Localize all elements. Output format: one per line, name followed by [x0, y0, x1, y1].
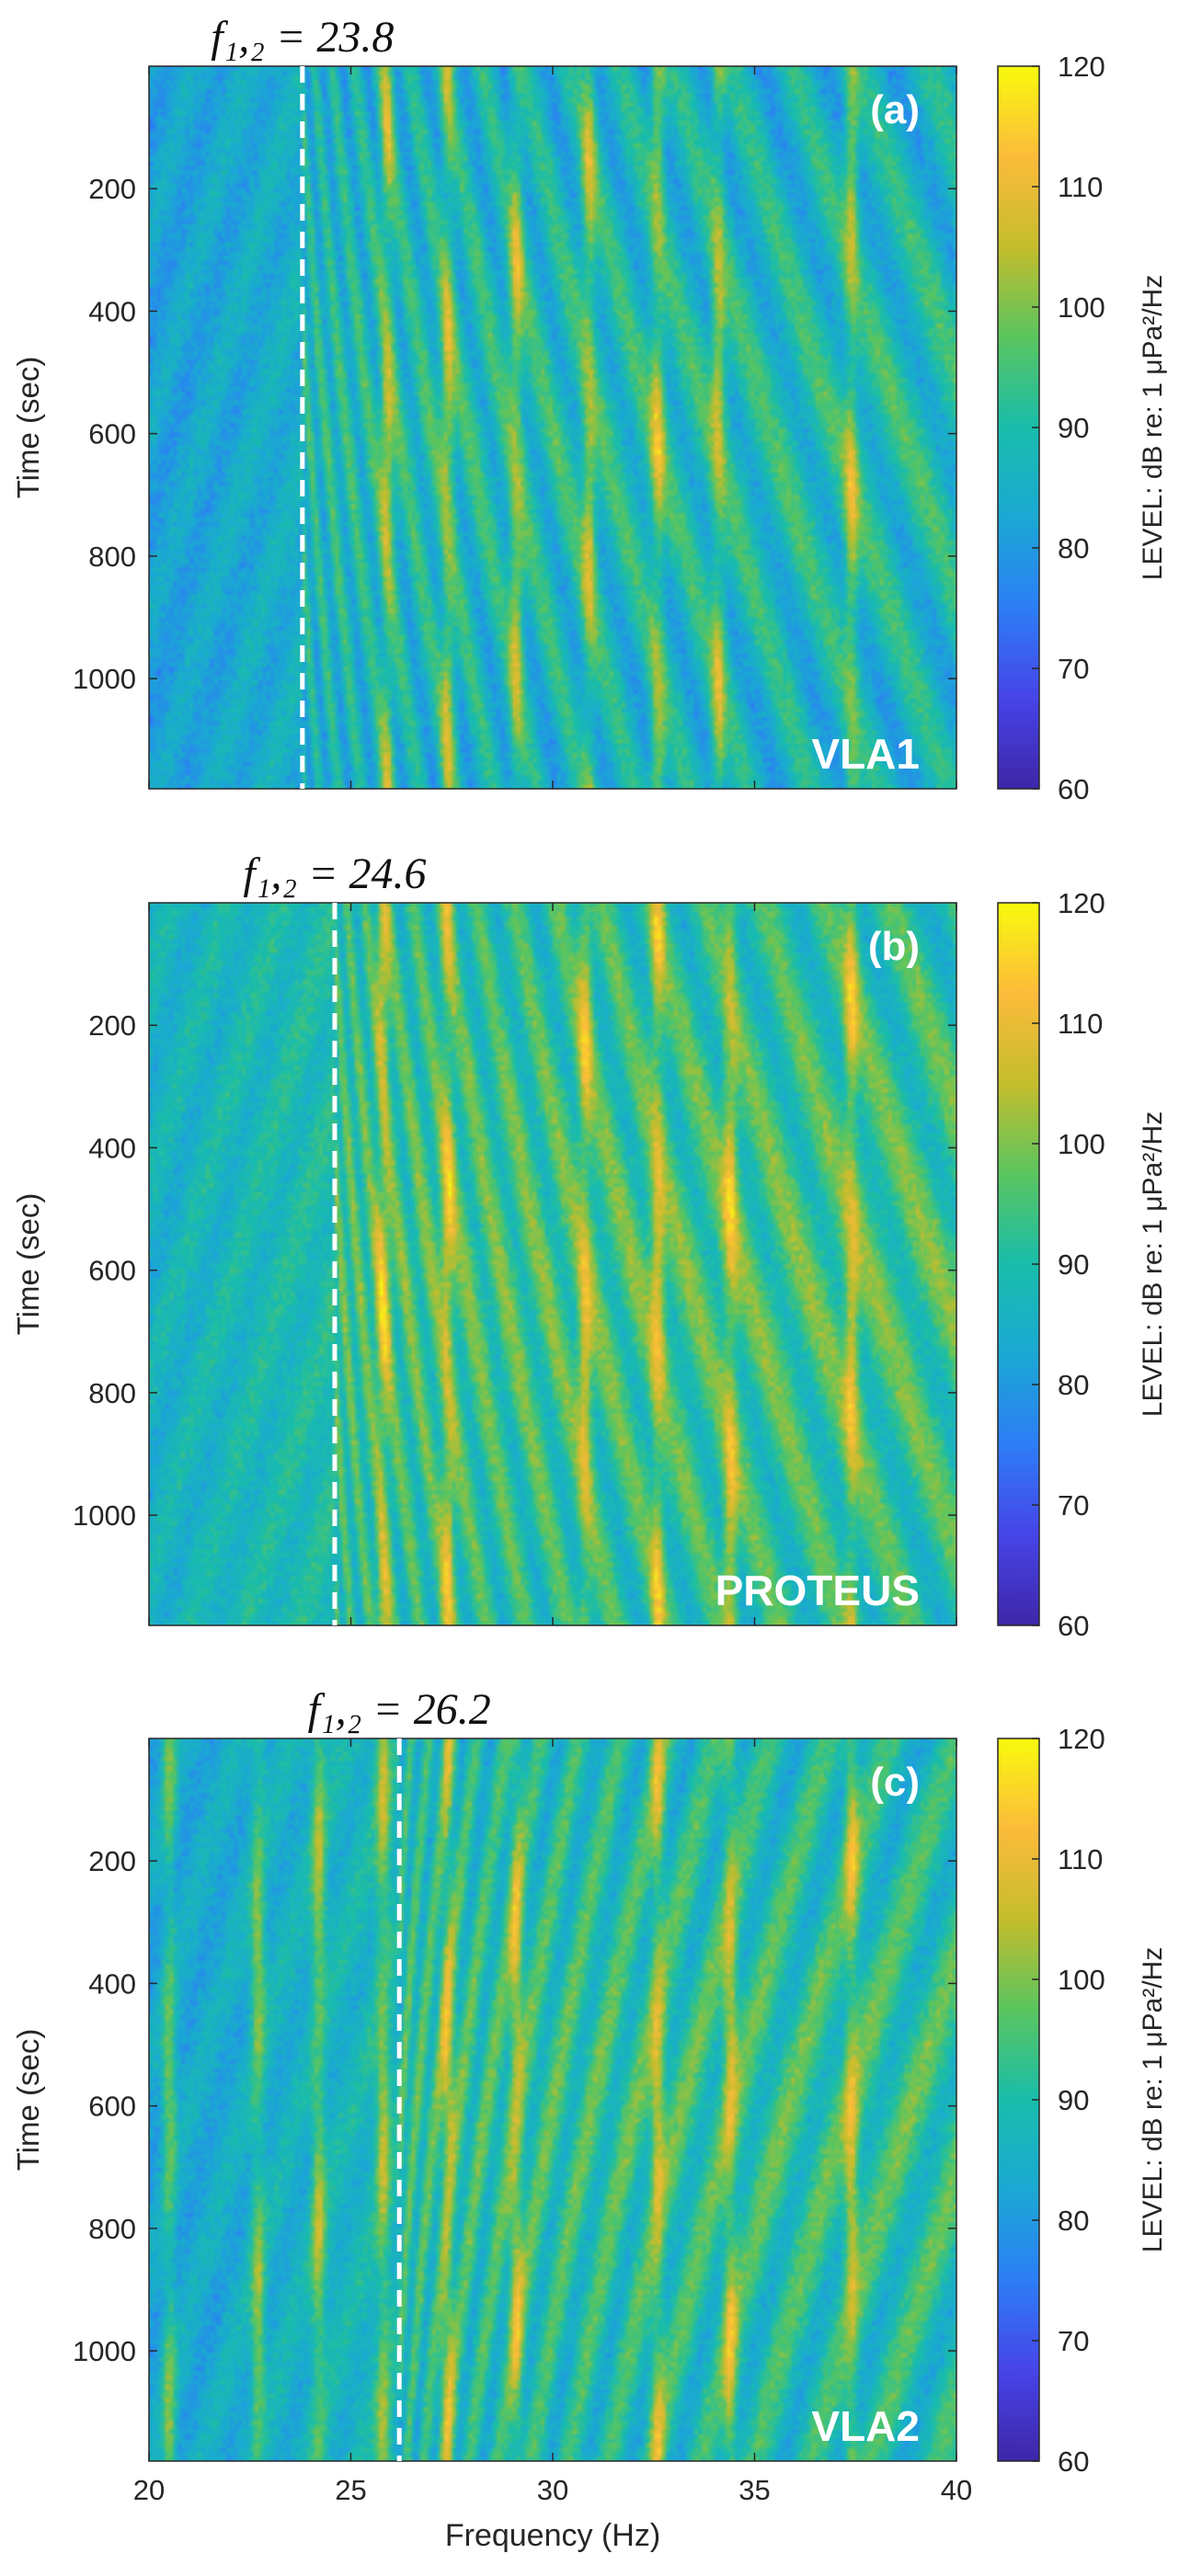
- x-tick-label: 30: [537, 2474, 568, 2506]
- x-tick-label: 25: [335, 2474, 366, 2506]
- y-tick-label: 800: [88, 2213, 136, 2245]
- y-tick-label: 400: [88, 1132, 136, 1164]
- y-tick-label: 200: [88, 1845, 136, 1877]
- colorbar-tick-label: 110: [1058, 1008, 1103, 1040]
- colorbar-label: LEVEL: dB re: 1 μPa²/Hz: [1138, 1111, 1168, 1417]
- colorbar-tick-label: 60: [1058, 773, 1089, 805]
- panel-label: (b): [868, 924, 920, 969]
- colorbar-tick-label: 120: [1058, 887, 1105, 919]
- panel-label: (a): [870, 87, 920, 132]
- colorbar-tick-label: 100: [1058, 1964, 1105, 1996]
- x-axis-label: Frequency (Hz): [445, 2518, 660, 2553]
- colorbar-tick-label: 90: [1058, 1248, 1089, 1281]
- station-label: VLA2: [811, 2402, 920, 2450]
- colorbar-tick-label: 120: [1058, 1723, 1105, 1755]
- y-tick-label: 600: [88, 418, 136, 450]
- x-tick-label: 40: [941, 2474, 972, 2506]
- y-tick-label: 1000: [73, 663, 136, 695]
- colorbar-label: LEVEL: dB re: 1 μPa²/Hz: [1138, 275, 1168, 580]
- panel-label: (c): [870, 1760, 920, 1805]
- y-tick-label: 200: [88, 1009, 136, 1042]
- y-axis-label: Time (sec): [11, 357, 45, 499]
- colorbar-tick-label: 110: [1058, 171, 1103, 203]
- colorbar-tick-label: 90: [1058, 2084, 1089, 2116]
- colorbar-tick-label: 70: [1058, 2325, 1089, 2357]
- colorbar-tick-label: 80: [1058, 1369, 1089, 1401]
- colorbar-tick-label: 100: [1058, 1128, 1105, 1160]
- station-label: VLA1: [811, 730, 920, 778]
- marker-annotation: f₁,₂ = 26.2: [308, 1685, 491, 1734]
- y-tick-label: 600: [88, 1255, 136, 1287]
- spectrogram-heatmap: [149, 66, 956, 789]
- panel-c: 200 400 600 800 1000 20 25 30 35 40 Frequency (Hz)…: [11, 1685, 1168, 2553]
- colorbar-tick-label: 70: [1058, 1489, 1089, 1522]
- panel-a: 200 400 600 800 1000 Time (sec) f₁,₂ = 23.8 (a)…: [11, 13, 1168, 805]
- y-tick-label: 400: [88, 295, 136, 327]
- colorbar-tick-label: 100: [1058, 291, 1105, 324]
- y-tick-label: 600: [88, 2091, 136, 2123]
- spectrogram-heatmap: [149, 1738, 956, 2461]
- colorbar-tick-label: 80: [1058, 2205, 1089, 2237]
- y-tick-label: 1000: [73, 2335, 136, 2367]
- y-tick-label: 400: [88, 1967, 136, 2000]
- colorbar-tick-label: 110: [1058, 1843, 1103, 1875]
- spectrogram-heatmap: [149, 903, 956, 1625]
- colorbar-tick-label: 80: [1058, 532, 1089, 564]
- panel-b: 200 400 600 800 1000 Time (sec) f₁,₂ = 24.6 (b)…: [11, 849, 1168, 1642]
- station-label: PROTEUS: [715, 1567, 920, 1614]
- x-tick-label: 35: [738, 2474, 770, 2506]
- colorbar-tick-label: 90: [1058, 412, 1089, 444]
- y-axis-label: Time (sec): [11, 1193, 45, 1336]
- colorbar-tick-label: 70: [1058, 653, 1089, 685]
- y-tick-label: 800: [88, 541, 136, 573]
- y-tick-label: 1000: [73, 1499, 136, 1532]
- x-tick-label: 20: [133, 2474, 165, 2506]
- colorbar-tick-label: 60: [1058, 2445, 1089, 2478]
- marker-annotation: f₁,₂ = 24.6: [243, 849, 426, 898]
- y-axis-label: Time (sec): [11, 2029, 45, 2171]
- colorbar-tick-label: 60: [1058, 1610, 1089, 1642]
- y-tick-label: 800: [88, 1377, 136, 1409]
- marker-annotation: f₁,₂ = 23.8: [211, 13, 394, 62]
- colorbar-tick-label: 120: [1058, 51, 1105, 83]
- colorbar-label: LEVEL: dB re: 1 μPa²/Hz: [1138, 1947, 1168, 2252]
- y-tick-label: 200: [88, 173, 136, 205]
